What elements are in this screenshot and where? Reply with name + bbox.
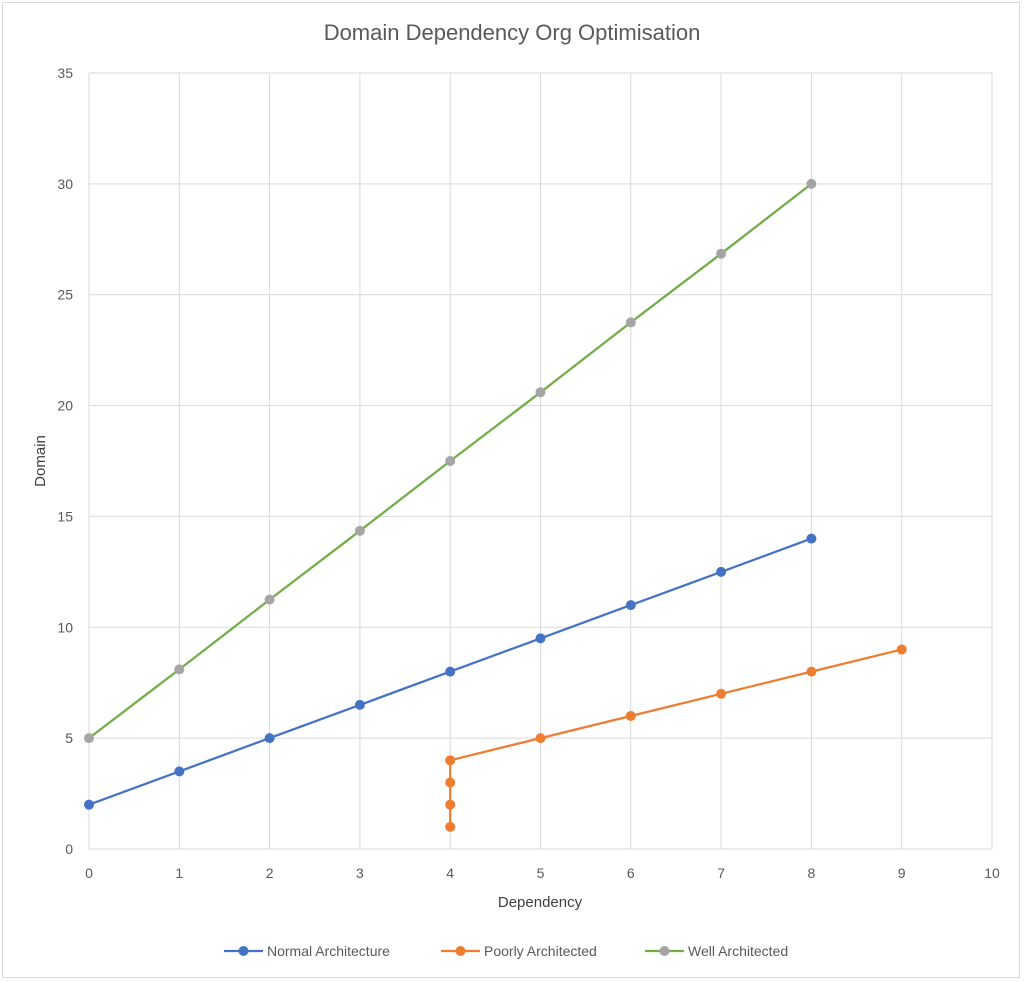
y-tick-label: 25 [57, 287, 73, 303]
grid [88, 72, 993, 850]
data-point [806, 533, 817, 544]
series-0 [84, 533, 817, 810]
x-tick-label: 7 [717, 865, 725, 881]
data-point [445, 456, 456, 466]
x-tick-label: 0 [85, 865, 93, 881]
data-point [806, 178, 817, 189]
x-tick-label: 8 [808, 865, 816, 881]
data-point [535, 387, 546, 398]
legend-marker [238, 946, 249, 956]
x-tick-label: 1 [175, 865, 183, 881]
x-tick-label: 5 [537, 865, 545, 881]
data-point [264, 594, 275, 605]
x-axis-title: Dependency [498, 894, 583, 911]
data-point [716, 688, 727, 699]
data-point [445, 821, 456, 832]
legend-marker [455, 946, 466, 956]
data-point [264, 733, 275, 744]
legend-label: Poorly Architected [484, 943, 597, 959]
y-tick-label: 35 [57, 65, 73, 81]
legend-marker [659, 946, 670, 956]
data-point [445, 666, 456, 677]
x-tick-label: 3 [356, 865, 364, 881]
x-tick-label: 6 [627, 865, 635, 881]
data-point [84, 799, 94, 810]
data-point [896, 644, 907, 655]
y-tick-label: 5 [65, 730, 73, 746]
x-tick-label: 2 [266, 865, 274, 881]
legend: Normal Architecture Poorly Architected Wel… [224, 943, 788, 959]
x-axis-ticks: 0 1 2 3 4 5 6 7 8 9 10 [85, 865, 1000, 881]
legend-item: Normal Architecture [224, 943, 390, 959]
data-point [535, 733, 546, 744]
data-point [354, 699, 365, 710]
y-tick-label: 10 [57, 619, 73, 635]
x-tick-label: 10 [984, 865, 1000, 881]
data-point [445, 755, 456, 766]
data-point [625, 317, 636, 328]
legend-item: Poorly Architected [441, 943, 597, 959]
data-point [84, 733, 94, 744]
data-point [625, 600, 636, 611]
y-tick-label: 20 [57, 398, 73, 414]
series-2 [84, 178, 817, 744]
data-point [625, 710, 636, 721]
data-point [716, 248, 727, 259]
legend-label: Well Architected [688, 943, 788, 959]
data-point [535, 633, 546, 644]
series-1 [445, 644, 907, 832]
data-point [716, 566, 727, 577]
data-point [445, 777, 456, 788]
y-axis-ticks: 0 5 10 15 20 25 30 35 [57, 65, 73, 857]
data-point [354, 525, 365, 536]
data-point [174, 766, 185, 777]
x-tick-label: 9 [898, 865, 906, 881]
x-tick-label: 4 [446, 865, 454, 881]
y-tick-label: 15 [57, 508, 73, 524]
legend-label: Normal Architecture [267, 943, 390, 959]
y-axis-title: Domain [32, 435, 49, 487]
data-point [806, 666, 817, 677]
legend-item: Well Architected [645, 943, 788, 959]
y-tick-label: 0 [65, 841, 73, 857]
chart-title: Domain Dependency Org Optimisation [324, 20, 701, 45]
data-point [174, 664, 185, 675]
y-tick-label: 30 [57, 176, 73, 192]
data-point [445, 799, 456, 810]
series-layer [84, 178, 907, 832]
